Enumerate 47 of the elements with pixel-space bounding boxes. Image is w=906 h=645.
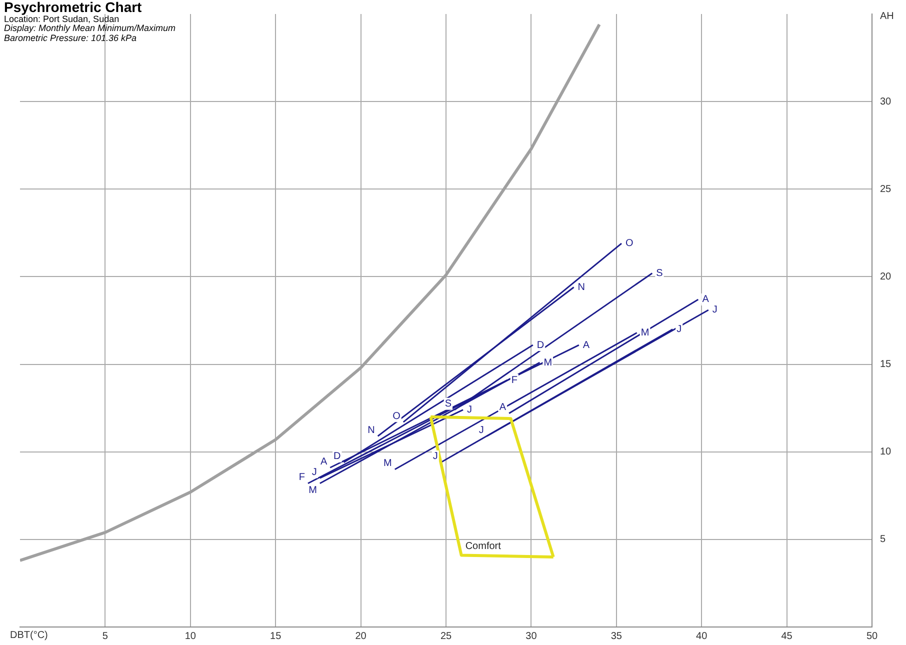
text: M (640, 328, 650, 339)
text: A (702, 294, 709, 306)
text: N (578, 282, 586, 293)
series-label: F (298, 472, 305, 484)
x-tick-label: 20 (355, 630, 367, 642)
series-label: S (444, 398, 452, 410)
text: A (582, 340, 590, 351)
text: D (536, 340, 544, 351)
y-tick-label: 5 (880, 534, 886, 546)
text: S (656, 268, 663, 279)
x-tick-label: 30 (526, 630, 538, 642)
text: O (626, 238, 634, 250)
x-tick-label: 40 (696, 630, 708, 642)
text: F (511, 374, 518, 386)
series-label: M (384, 458, 392, 470)
text: J (676, 324, 682, 336)
y-tick-label: 25 (880, 184, 892, 195)
text: J (712, 304, 718, 316)
x-tick-label: 50 (866, 630, 878, 642)
text: M (544, 357, 552, 368)
annotation: Display: Monthly Mean Minimum/Maximum (4, 23, 176, 34)
x-tick-label: 45 (781, 630, 793, 642)
y-tick-label: 10 (880, 446, 892, 458)
series-label: D (334, 451, 341, 462)
series-label: M (308, 485, 317, 496)
x-tick-label: 5 (102, 630, 108, 642)
x-tick-label: 25 (440, 630, 452, 642)
y-tick-label: 30 (880, 96, 892, 108)
series-label: J (478, 424, 484, 436)
annotation: Location: Port Sudan, Sudan (4, 14, 120, 24)
x-axis-title: DBT(°C) (10, 630, 48, 641)
series-label: N (368, 424, 375, 436)
series-label: J (312, 466, 317, 478)
text: J (467, 404, 472, 416)
series-label: A (320, 456, 328, 468)
y-tick-label: 15 (880, 359, 892, 370)
series-label: A (499, 402, 506, 414)
x-tick-label: 15 (270, 630, 282, 642)
x-tick-label: 35 (610, 630, 622, 642)
y-tick-label: 20 (880, 271, 892, 282)
chart-title: Psychrometric Chart (4, 0, 143, 15)
series-label: Comfort (465, 540, 502, 552)
annotation: Barometric Pressure: 101.36 kPa (4, 32, 138, 43)
y-axis-title: AH (880, 10, 894, 22)
x-tick-label: 10 (184, 630, 196, 642)
series-label: J (432, 451, 438, 462)
series-label: O (392, 410, 401, 422)
